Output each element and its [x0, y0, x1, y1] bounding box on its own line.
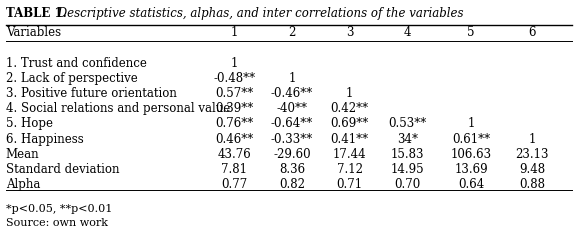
Text: 1: 1	[528, 132, 535, 146]
Text: 4. Social relations and personal value: 4. Social relations and personal value	[6, 102, 230, 115]
Text: 1: 1	[467, 117, 475, 131]
Text: 4: 4	[404, 26, 411, 39]
Text: 0.46**: 0.46**	[215, 132, 253, 146]
Text: 0.76**: 0.76**	[215, 117, 253, 131]
Text: -40**: -40**	[277, 102, 307, 115]
Text: -29.60: -29.60	[273, 148, 311, 161]
Text: -0.33**: -0.33**	[271, 132, 313, 146]
Text: Variables: Variables	[6, 26, 61, 39]
Text: 7.81: 7.81	[221, 163, 247, 176]
Text: -0.46**: -0.46**	[271, 88, 313, 100]
Text: TABLE 1.: TABLE 1.	[6, 7, 67, 20]
Text: 0.42**: 0.42**	[331, 102, 369, 115]
Text: 5. Hope: 5. Hope	[6, 117, 53, 131]
Text: 1: 1	[230, 26, 238, 39]
Text: 6: 6	[528, 26, 536, 39]
Text: 1: 1	[346, 88, 353, 100]
Text: Alpha: Alpha	[6, 178, 40, 191]
Text: 17.44: 17.44	[333, 148, 367, 161]
Text: 0.39**: 0.39**	[215, 102, 253, 115]
Text: 5: 5	[467, 26, 475, 39]
Text: 0.53**: 0.53**	[389, 117, 427, 131]
Text: 106.63: 106.63	[451, 148, 492, 161]
Text: 15.83: 15.83	[391, 148, 425, 161]
Text: 2. Lack of perspective: 2. Lack of perspective	[6, 72, 137, 85]
Text: 13.69: 13.69	[454, 163, 488, 176]
Text: 34*: 34*	[397, 132, 418, 146]
Text: Descriptive statistics, alphas, and inter correlations of the variables: Descriptive statistics, alphas, and inte…	[54, 7, 463, 20]
Text: 0.77: 0.77	[221, 178, 247, 191]
Text: 9.48: 9.48	[519, 163, 545, 176]
Text: 0.71: 0.71	[337, 178, 363, 191]
Text: 43.76: 43.76	[218, 148, 251, 161]
Text: 0.61**: 0.61**	[452, 132, 490, 146]
Text: Source: own work: Source: own work	[6, 218, 108, 228]
Text: 0.64: 0.64	[458, 178, 484, 191]
Text: 0.82: 0.82	[279, 178, 305, 191]
Text: 2: 2	[288, 26, 296, 39]
Text: 1: 1	[230, 57, 238, 70]
Text: 0.69**: 0.69**	[331, 117, 369, 131]
Text: 7.12: 7.12	[337, 163, 363, 176]
Text: 0.88: 0.88	[519, 178, 545, 191]
Text: 3. Positive future orientation: 3. Positive future orientation	[6, 88, 177, 100]
Text: 0.70: 0.70	[394, 178, 420, 191]
Text: -0.48**: -0.48**	[213, 72, 255, 85]
Text: 0.57**: 0.57**	[215, 88, 253, 100]
Text: 0.41**: 0.41**	[331, 132, 369, 146]
Text: Standard deviation: Standard deviation	[6, 163, 119, 176]
Text: -0.64**: -0.64**	[271, 117, 313, 131]
Text: Mean: Mean	[6, 148, 39, 161]
Text: 23.13: 23.13	[515, 148, 549, 161]
Text: 8.36: 8.36	[279, 163, 305, 176]
Text: *p<0.05, **p<0.01: *p<0.05, **p<0.01	[6, 204, 112, 214]
Text: 1: 1	[288, 72, 296, 85]
Text: 14.95: 14.95	[391, 163, 425, 176]
Text: 1. Trust and confidence: 1. Trust and confidence	[6, 57, 147, 70]
Text: 3: 3	[346, 26, 354, 39]
Text: 6. Happiness: 6. Happiness	[6, 132, 84, 146]
